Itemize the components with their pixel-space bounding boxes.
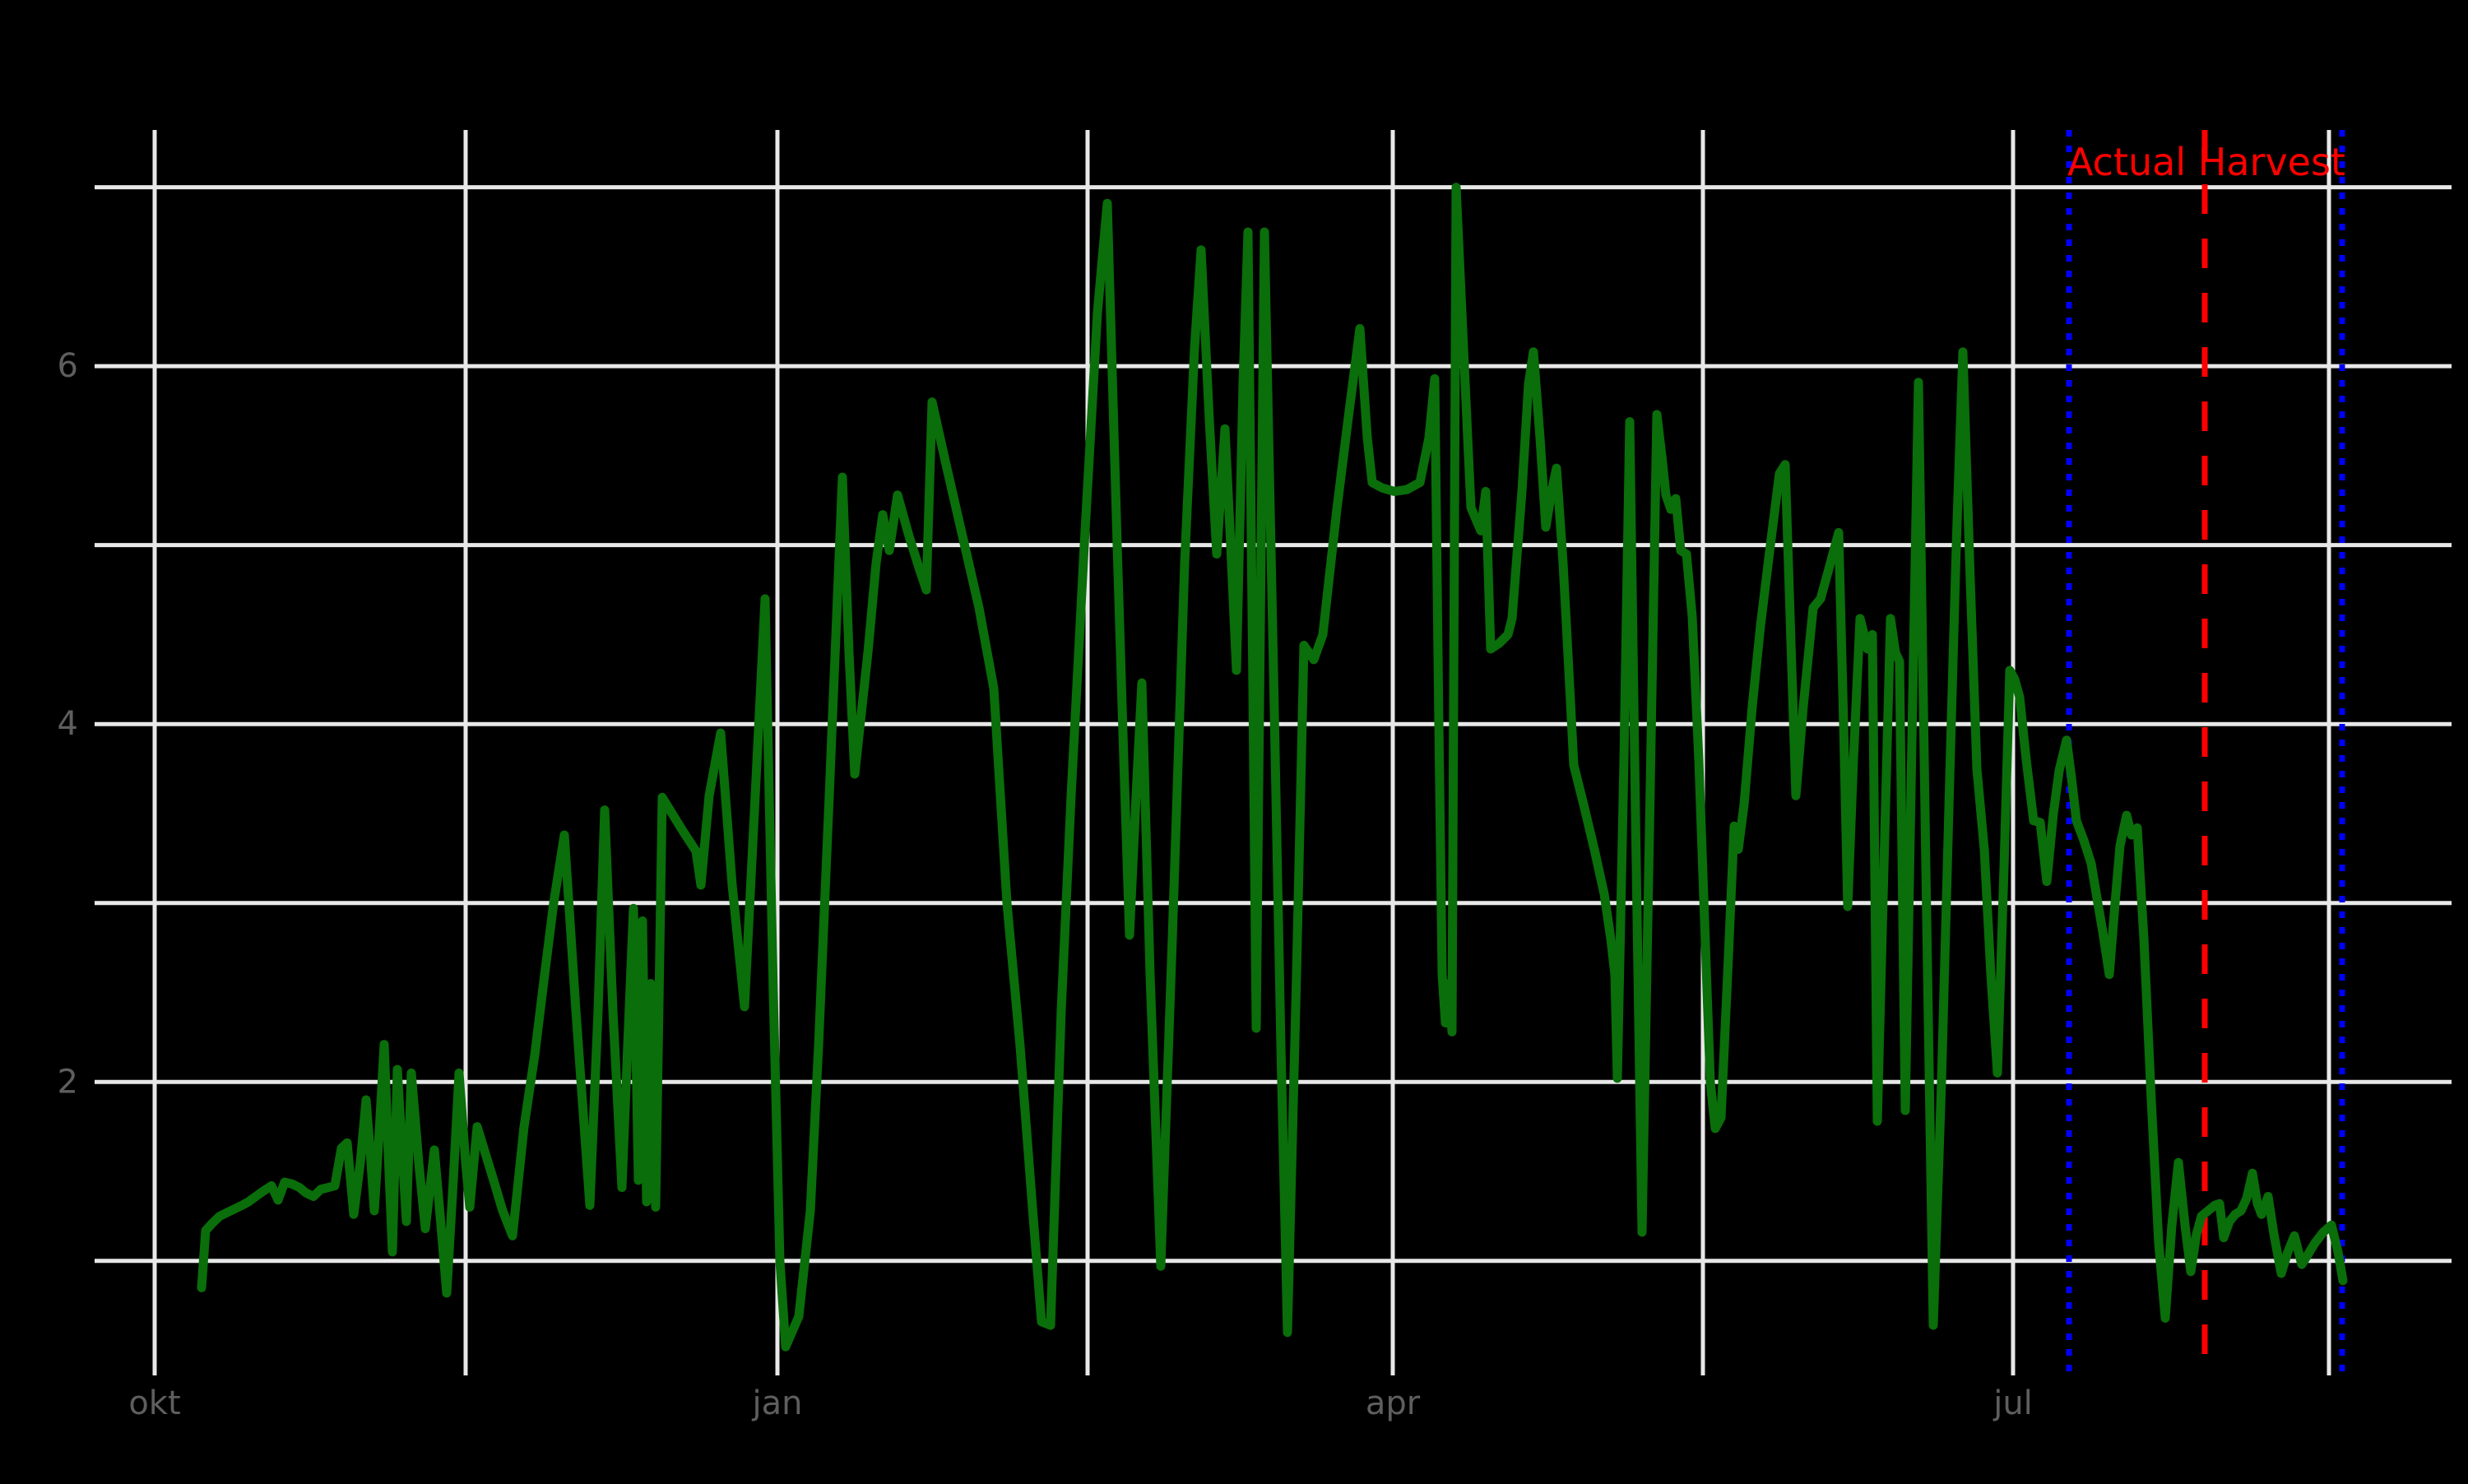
actual-harvest-label: Actual Harvest [2067, 140, 2345, 184]
y-tick-label: 4 [58, 705, 78, 743]
x-tick-label: okt [128, 1384, 180, 1422]
annotation-layer: Actual Harvest [2067, 140, 2345, 184]
x-tick-label: apr [1366, 1384, 1421, 1422]
x-tick-label: jan [752, 1384, 803, 1422]
series-line-daily-yield [197, 183, 2348, 1352]
y-tick-label: 6 [58, 347, 78, 385]
y-tick-label: 2 [58, 1063, 78, 1101]
axis-label-layer: 2 4 6 okt jan apr jul [58, 347, 2033, 1422]
harvest-marker-lines [2066, 130, 2345, 1375]
x-tick-label: jul [1992, 1384, 2033, 1422]
series-layer [197, 183, 2348, 1352]
